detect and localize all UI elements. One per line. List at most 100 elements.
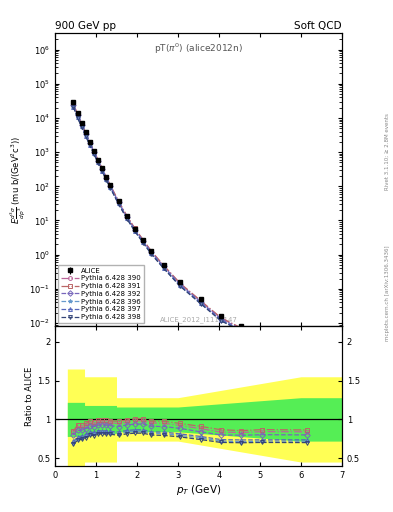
Pythia 6.428 390 <box>116 199 121 205</box>
Pythia 6.428 392 <box>96 158 101 164</box>
Pythia 6.428 397 <box>108 184 113 190</box>
Text: ALICE_2012_I1116147: ALICE_2012_I1116147 <box>160 317 237 324</box>
Pythia 6.428 392 <box>104 175 108 181</box>
Line: Pythia 6.428 397: Pythia 6.428 397 <box>72 104 309 395</box>
Pythia 6.428 398 <box>79 124 84 131</box>
Pythia 6.428 392 <box>125 214 129 220</box>
Pythia 6.428 397 <box>75 114 80 120</box>
Pythia 6.428 397 <box>96 159 101 165</box>
Pythia 6.428 392 <box>79 122 84 128</box>
Pythia 6.428 392 <box>305 388 309 394</box>
Pythia 6.428 397 <box>149 250 154 257</box>
Pythia 6.428 398 <box>116 201 121 207</box>
Pythia 6.428 396 <box>161 265 166 271</box>
Pythia 6.428 392 <box>108 183 113 189</box>
Line: Pythia 6.428 396: Pythia 6.428 396 <box>72 105 309 395</box>
Pythia 6.428 390 <box>108 182 113 188</box>
Pythia 6.428 398 <box>100 168 105 174</box>
Pythia 6.428 397 <box>260 339 264 345</box>
Pythia 6.428 398 <box>219 318 223 324</box>
Pythia 6.428 396 <box>83 133 88 139</box>
Pythia 6.428 397 <box>88 141 92 147</box>
Pythia 6.428 391 <box>96 157 101 163</box>
Pythia 6.428 396 <box>132 228 137 234</box>
Text: pT($\pi^0$) (alice2012n): pT($\pi^0$) (alice2012n) <box>154 42 243 56</box>
Pythia 6.428 397 <box>92 151 96 157</box>
Pythia 6.428 392 <box>260 337 264 344</box>
Pythia 6.428 396 <box>88 142 92 148</box>
Pythia 6.428 396 <box>108 185 113 191</box>
Pythia 6.428 396 <box>260 339 264 345</box>
Pythia 6.428 396 <box>116 201 121 207</box>
Pythia 6.428 398 <box>305 390 309 396</box>
Pythia 6.428 391 <box>161 262 166 268</box>
Pythia 6.428 397 <box>125 215 129 221</box>
Pythia 6.428 398 <box>178 283 182 289</box>
Pythia 6.428 397 <box>83 133 88 139</box>
Pythia 6.428 396 <box>239 328 244 334</box>
Text: mcplots.cern.ch [arXiv:1306.3436]: mcplots.cern.ch [arXiv:1306.3436] <box>385 246 390 342</box>
Pythia 6.428 398 <box>141 240 145 246</box>
Pythia 6.428 398 <box>161 265 166 271</box>
Pythia 6.428 390 <box>239 326 244 332</box>
Pythia 6.428 391 <box>141 237 145 243</box>
Pythia 6.428 397 <box>219 317 223 323</box>
Pythia 6.428 391 <box>239 325 244 331</box>
Line: Pythia 6.428 391: Pythia 6.428 391 <box>72 102 309 392</box>
Pythia 6.428 390 <box>161 263 166 269</box>
Pythia 6.428 397 <box>100 167 105 174</box>
Pythia 6.428 392 <box>100 166 105 173</box>
Pythia 6.428 396 <box>71 104 76 110</box>
Pythia 6.428 390 <box>88 140 92 146</box>
Pythia 6.428 390 <box>79 121 84 127</box>
Pythia 6.428 392 <box>198 298 203 305</box>
Pythia 6.428 396 <box>141 240 145 246</box>
Pythia 6.428 397 <box>178 282 182 288</box>
Pythia 6.428 396 <box>219 317 223 324</box>
Pythia 6.428 398 <box>96 160 101 166</box>
Pythia 6.428 396 <box>149 251 154 257</box>
Line: Pythia 6.428 392: Pythia 6.428 392 <box>72 103 309 393</box>
Pythia 6.428 390 <box>75 112 80 118</box>
Pythia 6.428 398 <box>132 228 137 234</box>
Pythia 6.428 390 <box>198 298 203 304</box>
Pythia 6.428 390 <box>71 101 76 108</box>
Pythia 6.428 398 <box>149 251 154 257</box>
Pythia 6.428 397 <box>305 390 309 396</box>
Pythia 6.428 390 <box>92 148 96 155</box>
Pythia 6.428 397 <box>104 176 108 182</box>
Pythia 6.428 390 <box>104 174 108 180</box>
Pythia 6.428 391 <box>71 101 76 107</box>
Pythia 6.428 391 <box>108 182 113 188</box>
Pythia 6.428 398 <box>198 301 203 307</box>
Pythia 6.428 396 <box>75 114 80 120</box>
Pythia 6.428 396 <box>178 283 182 289</box>
Pythia 6.428 397 <box>141 239 145 245</box>
Pythia 6.428 396 <box>104 177 108 183</box>
Pythia 6.428 390 <box>260 337 264 343</box>
Pythia 6.428 391 <box>178 280 182 286</box>
Pythia 6.428 392 <box>239 326 244 332</box>
Line: Pythia 6.428 398: Pythia 6.428 398 <box>72 105 309 395</box>
Pythia 6.428 392 <box>116 199 121 205</box>
Pythia 6.428 398 <box>260 339 264 346</box>
Pythia 6.428 396 <box>305 390 309 396</box>
Pythia 6.428 390 <box>100 165 105 172</box>
Pythia 6.428 391 <box>83 130 88 136</box>
Pythia 6.428 397 <box>71 103 76 110</box>
Pythia 6.428 398 <box>108 185 113 191</box>
Pythia 6.428 390 <box>305 388 309 394</box>
Text: 900 GeV pp: 900 GeV pp <box>55 21 116 31</box>
Pythia 6.428 390 <box>96 157 101 163</box>
Pythia 6.428 392 <box>219 316 223 322</box>
Pythia 6.428 398 <box>75 115 80 121</box>
Pythia 6.428 396 <box>198 300 203 306</box>
Pythia 6.428 397 <box>79 123 84 130</box>
Pythia 6.428 391 <box>219 315 223 321</box>
Pythia 6.428 397 <box>132 228 137 234</box>
Pythia 6.428 391 <box>92 148 96 154</box>
Pythia 6.428 391 <box>75 111 80 117</box>
Text: Soft QCD: Soft QCD <box>294 21 342 31</box>
Pythia 6.428 392 <box>71 102 76 108</box>
Pythia 6.428 397 <box>198 300 203 306</box>
